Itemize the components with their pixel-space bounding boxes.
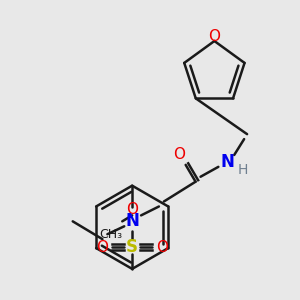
Text: N: N [125,212,139,230]
Text: O: O [96,240,108,255]
Text: O: O [208,28,220,44]
Text: O: O [126,202,138,217]
Text: O: O [173,148,185,163]
Text: S: S [126,238,138,256]
Text: O: O [156,240,168,255]
Text: H: H [238,163,248,177]
Text: N: N [220,153,234,171]
Text: CH₃: CH₃ [99,228,122,241]
